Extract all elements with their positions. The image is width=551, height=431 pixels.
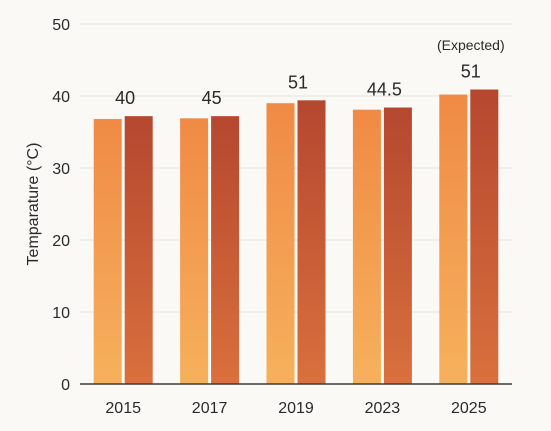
bar-a-2019 <box>266 103 295 384</box>
data-labels: 40 45 51 44.5 51 <box>115 62 481 109</box>
y-tick-label: 20 <box>52 233 70 250</box>
y-tick-label: 50 <box>52 17 70 34</box>
data-label: 45 <box>202 88 222 108</box>
y-axis-title: Temparature (°C) <box>25 143 42 266</box>
x-tick-label: 2015 <box>105 400 141 417</box>
x-tick-label: 2023 <box>365 400 401 417</box>
data-label: 51 <box>461 62 481 82</box>
y-tick-label: 30 <box>52 161 70 178</box>
y-tick-label: 10 <box>52 305 70 322</box>
bar-b-2015 <box>124 116 153 384</box>
y-tick-label: 0 <box>61 377 70 394</box>
bars <box>93 89 499 385</box>
x-tick-label: 2019 <box>278 400 314 417</box>
x-tick-label: 2025 <box>451 400 487 417</box>
y-axis-ticks: 0 10 20 30 40 50 <box>52 17 70 394</box>
expected-annotation: (Expected) <box>437 37 505 53</box>
bar-b-2017 <box>211 116 240 384</box>
x-axis-ticks: 2015 2017 2019 2023 2025 <box>105 400 486 417</box>
y-tick-label: 40 <box>52 89 70 106</box>
bar-a-2017 <box>180 118 209 384</box>
data-label: 44.5 <box>367 80 402 100</box>
bar-b-2023 <box>383 107 412 385</box>
bar-a-2025 <box>439 94 468 384</box>
data-label: 40 <box>115 88 135 108</box>
data-label: 51 <box>288 72 308 92</box>
bar-a-2015 <box>93 119 122 384</box>
bar-a-2023 <box>352 109 381 385</box>
bar-b-2019 <box>297 100 326 384</box>
bar-b-2025 <box>470 89 499 385</box>
x-tick-label: 2017 <box>192 400 228 417</box>
